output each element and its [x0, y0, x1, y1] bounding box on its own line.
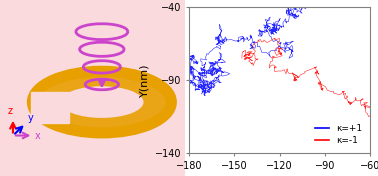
Legend: κ=+1, κ=-1: κ=+1, κ=-1: [312, 121, 366, 149]
Text: z: z: [8, 106, 12, 116]
Bar: [31, 92, 68, 123]
Ellipse shape: [35, 74, 169, 130]
Ellipse shape: [60, 86, 144, 118]
Y-axis label: Y(nm): Y(nm): [139, 63, 149, 97]
Text: x: x: [35, 131, 41, 141]
Text: y: y: [28, 114, 34, 123]
